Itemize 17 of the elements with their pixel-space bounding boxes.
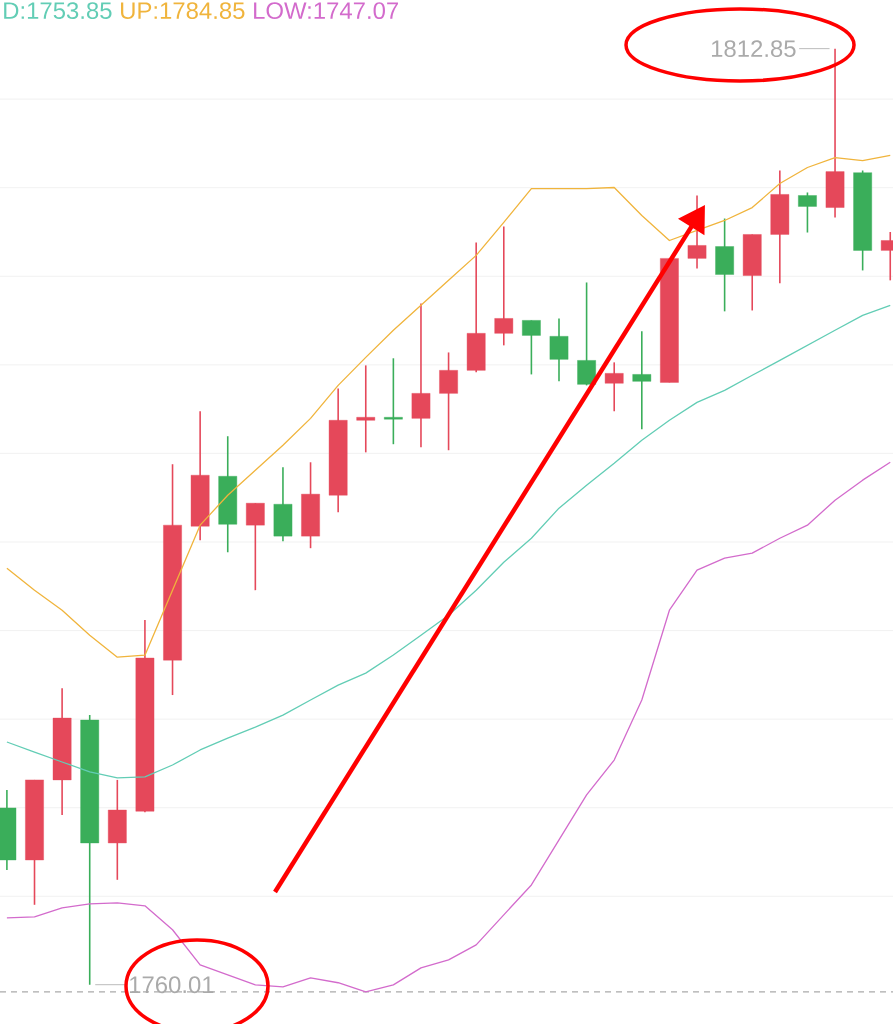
candlestick xyxy=(798,191,817,234)
text: LOW:1747.07 xyxy=(254,2,399,20)
candlestick xyxy=(577,281,596,387)
candlestick xyxy=(384,357,403,446)
candlestick xyxy=(687,194,707,270)
annotation: 1812.85 xyxy=(711,40,796,58)
text: UP:1784.85 xyxy=(121,2,245,20)
text: D:1753.85 xyxy=(4,2,112,20)
candlestick xyxy=(632,330,652,431)
candlestick xyxy=(439,351,458,452)
candlestick xyxy=(549,317,569,383)
candlestick xyxy=(246,502,265,591)
candlestick xyxy=(604,361,624,413)
candlestick xyxy=(522,319,541,376)
annotation: 1760.01 xyxy=(130,976,214,994)
candlestick xyxy=(356,364,376,454)
candlestick xyxy=(494,225,514,347)
